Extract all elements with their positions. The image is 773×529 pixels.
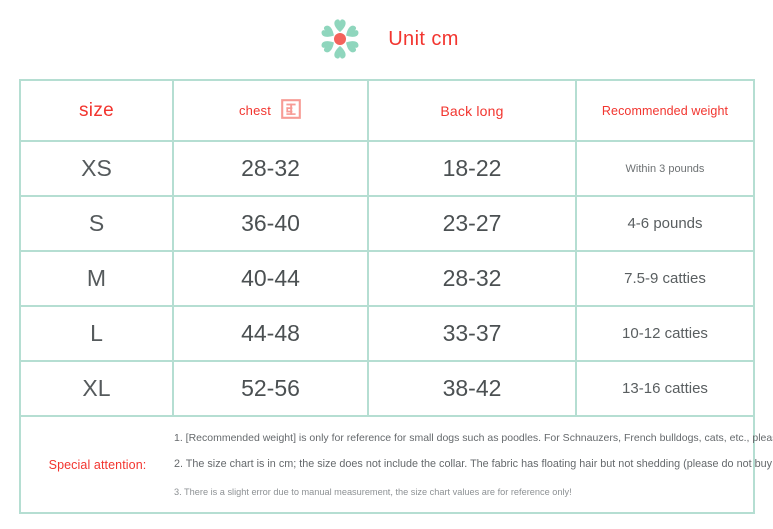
special-attention-notes: 1. [Recommended weight] is only for refe… (174, 417, 773, 513)
column-header-chest: chest (174, 81, 369, 140)
cell-size: XL (21, 362, 174, 415)
unit-label: Unit cm (388, 27, 459, 50)
note-item: 3. There is a slight error due to manual… (174, 486, 572, 497)
table-row: XS 28-32 18-22 Within 3 pounds (21, 142, 753, 197)
note-item: 2. The size chart is in cm; the size doe… (174, 458, 773, 471)
cell-chest: 28-32 (174, 142, 369, 195)
chinese-character-wei-icon (280, 98, 302, 123)
cell-chest: 44-48 (174, 307, 369, 360)
cell-back-long: 23-27 (369, 197, 577, 250)
cell-chest: 36-40 (174, 197, 369, 250)
special-attention-label: Special attention: (48, 458, 147, 472)
special-attention-row: Special attention: 1. [Recommended weigh… (21, 417, 773, 513)
note-item: 1. [Recommended weight] is only for refe… (174, 431, 773, 444)
title-bar: Unit cm (0, 0, 773, 78)
cell-size: S (21, 197, 174, 250)
title-inner: Unit cm (314, 17, 459, 61)
table-row: L 44-48 33-37 10-12 catties (21, 307, 753, 362)
table-row: XL 52-56 38-42 13-16 catties (21, 362, 753, 417)
column-header-recommended-weight: Recommended weight (601, 103, 729, 118)
column-header-size: size (21, 81, 174, 140)
column-header-chest-label: chest (238, 103, 272, 118)
cell-back-long: 28-32 (369, 252, 577, 305)
cell-chest: 52-56 (174, 362, 369, 415)
cell-size: M (21, 252, 174, 305)
cell-size: XS (21, 142, 174, 195)
flower-icon (314, 17, 366, 61)
column-header-back-long: Back long (369, 81, 577, 140)
cell-size: L (21, 307, 174, 360)
cell-back-long: 38-42 (369, 362, 577, 415)
cell-recommended-weight: 10-12 catties (622, 325, 708, 342)
table-row: S 36-40 23-27 4-6 pounds (21, 197, 753, 252)
cell-chest: 40-44 (174, 252, 369, 305)
cell-recommended-weight: Within 3 pounds (625, 162, 705, 175)
cell-back-long: 18-22 (369, 142, 577, 195)
table-header-row: size chest Back long Recommended we (21, 81, 753, 142)
table-row: M 40-44 28-32 7.5-9 catties (21, 252, 753, 307)
cell-recommended-weight: 4-6 pounds (627, 215, 703, 232)
cell-recommended-weight: 7.5-9 catties (624, 270, 706, 287)
cell-recommended-weight: 13-16 catties (622, 380, 708, 397)
size-chart-table: size chest Back long Recommended we (19, 79, 773, 514)
cell-back-long: 33-37 (369, 307, 577, 360)
